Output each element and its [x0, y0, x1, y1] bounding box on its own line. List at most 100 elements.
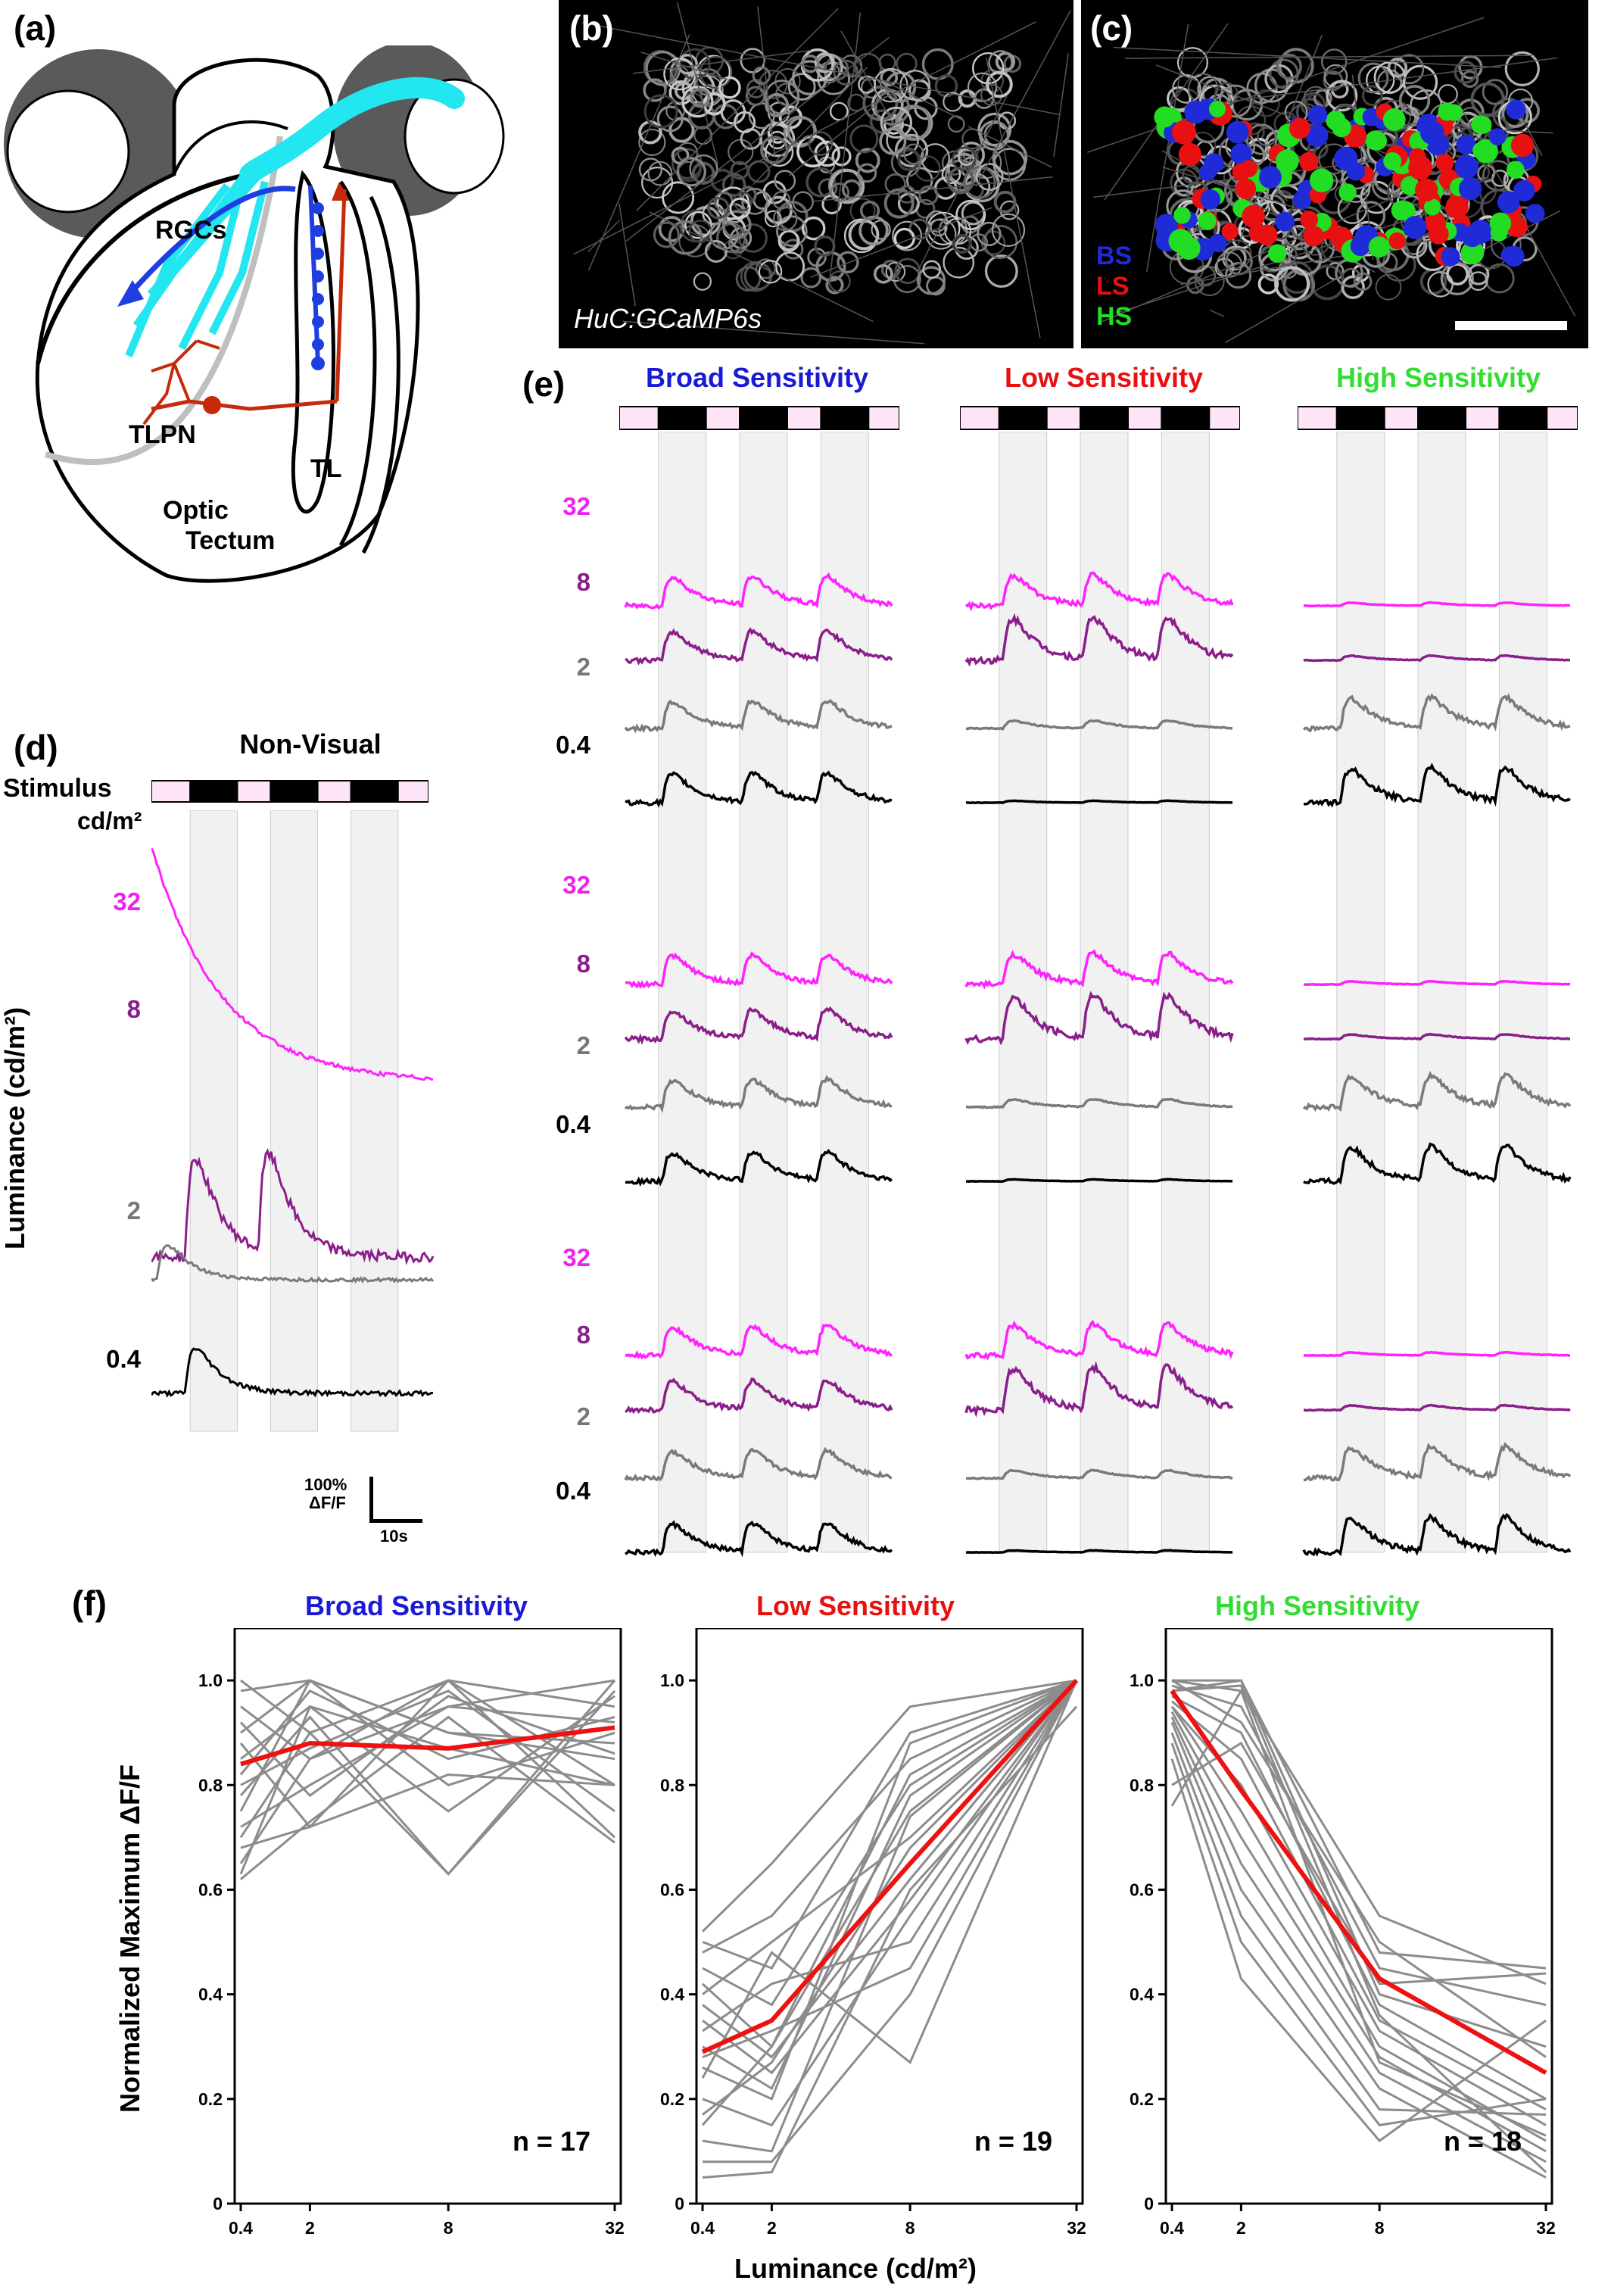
- cell-line: [702, 1679, 1077, 2007]
- stim-dark-segment: [657, 406, 707, 430]
- cell-line: [702, 1680, 1078, 2032]
- cell-roi: [1226, 120, 1249, 144]
- stimulus-bar-broad: [619, 406, 899, 430]
- cell-roi: [1435, 154, 1454, 172]
- stim-light-segment: [151, 780, 192, 803]
- cell-line: [702, 1679, 1077, 1954]
- stim-light-segment: [705, 406, 741, 430]
- f-xlabel: Luminance (cd/m²): [734, 2253, 977, 2284]
- cell-roi: [1303, 226, 1324, 247]
- trace-2: [966, 1097, 1233, 1109]
- label-tlpn: TLPN: [129, 420, 196, 449]
- dark-period-band: [189, 810, 238, 1432]
- cell-line: [702, 1680, 1078, 1995]
- trace-32: [625, 951, 893, 990]
- cell-roi: [1267, 244, 1287, 263]
- cell-type-legend: BS LS HS: [1096, 241, 1132, 332]
- panel-letter-e: (e): [522, 364, 566, 404]
- cell-roi: [1513, 179, 1535, 202]
- y-tick-label: 0: [1144, 2194, 1154, 2213]
- normalized-max-dff-charts: 00.20.40.60.81.00.4 2 8 32n = 1700.20.40.60…: [198, 1628, 1556, 2238]
- cell-line: [1170, 1742, 1547, 2127]
- panel-letter-d: (d): [14, 728, 58, 767]
- dark-period-band: [351, 810, 399, 1432]
- stim-light-segment: [1208, 406, 1240, 430]
- y-tick-label: 1.0: [660, 1671, 684, 1690]
- trace-8: [1304, 1403, 1571, 1412]
- trace-8: [964, 1361, 1234, 1418]
- trace-0.4: [1303, 763, 1571, 808]
- trace-0.4: [966, 1178, 1233, 1183]
- cell-roi: [1248, 223, 1267, 242]
- cell-line: [240, 1715, 615, 1880]
- cell-line: [1171, 1679, 1547, 2048]
- cell-line: [701, 1679, 1077, 2126]
- cell-roi: [1400, 176, 1420, 195]
- stim-dark-segment: [820, 406, 870, 430]
- stim-light-segment: [1298, 406, 1338, 430]
- micrograph-scale-bar: [1455, 321, 1567, 330]
- cell-roi: [1275, 211, 1295, 232]
- cell-roi: [1288, 117, 1310, 139]
- dark-period-band: [1336, 432, 1385, 1553]
- f-title-broad: Broad Sensitivity: [304, 1590, 528, 1621]
- n-annotation: n = 18: [1444, 2126, 1522, 2157]
- dark-period-band: [1417, 432, 1466, 1553]
- cell-roi: [1299, 151, 1319, 172]
- stim-dark-segment: [189, 780, 238, 803]
- cell-roi: [1208, 100, 1226, 118]
- cell-roi: [1232, 163, 1251, 182]
- cell-line: [1171, 1684, 1547, 2173]
- y-tick-label: 0.4: [660, 1985, 684, 2004]
- cell-line: [701, 1680, 1078, 2079]
- stim-dark-segment: [739, 406, 789, 430]
- stim-light-segment: [1465, 406, 1500, 430]
- trace-8: [964, 990, 1234, 1046]
- legend-ls: LS: [1096, 272, 1130, 301]
- trace-32: [964, 571, 1234, 612]
- cell-roi: [1300, 211, 1319, 229]
- cell-line: [702, 1705, 1078, 2179]
- trace-0.4: [965, 1549, 1233, 1554]
- trace-0.4: [965, 799, 1233, 805]
- cell-roi: [1454, 154, 1479, 179]
- x-tick-label: 32: [1067, 2218, 1086, 2238]
- trace-0.4: [625, 770, 893, 808]
- e-lum-label: 2: [576, 1031, 590, 1059]
- cell-roi: [1208, 233, 1227, 252]
- cell-roi: [1383, 151, 1402, 170]
- label-tectum: Tectum: [185, 526, 276, 555]
- cell-line: [1170, 1721, 1547, 2179]
- stim-light-segment: [1546, 406, 1578, 430]
- cell-roi: [1489, 212, 1512, 234]
- cell-line: [1171, 1741, 1547, 1986]
- cell-line: [1171, 1700, 1547, 2110]
- f-ylabel-text: Normalized Maximum ΔF/F: [114, 1764, 145, 2113]
- cell-roi: [1178, 142, 1202, 167]
- cell-roi: [1445, 195, 1469, 219]
- cell-roi: [1334, 146, 1358, 171]
- cell-roi: [1506, 99, 1526, 120]
- scale-bar-y: 100%: [304, 1475, 347, 1494]
- y-tick-label: 0.2: [1130, 2089, 1154, 2109]
- scale-bar-x: 10s: [380, 1527, 408, 1546]
- dark-period-band: [820, 432, 869, 1553]
- cell-roi: [1471, 115, 1490, 134]
- trace-32: [964, 1319, 1234, 1361]
- scale-bar-y2: ΔF/F: [309, 1493, 346, 1512]
- cell-roi: [1460, 241, 1485, 265]
- stimulus-label: Stimulus: [3, 774, 112, 803]
- y-tick-label: 0.8: [198, 1775, 223, 1795]
- chart-0: 0 0.2 0.4 0.6 0.8 1.0 0.4 2 8 32 n = 17: [198, 1628, 625, 2238]
- cell-roi: [1388, 232, 1406, 250]
- mean-line: [701, 1679, 1079, 2054]
- trace-0.4: [625, 1520, 893, 1558]
- cell-roi: [1332, 117, 1351, 138]
- y-tick-label: 0.4: [198, 1985, 223, 2004]
- trace-8: [625, 627, 893, 666]
- cell-roi: [1199, 164, 1217, 181]
- trace-32: [624, 572, 893, 610]
- cell-roi: [1419, 120, 1444, 145]
- stim-light-segment: [787, 406, 822, 430]
- x-tick-label: 32: [1536, 2218, 1556, 2238]
